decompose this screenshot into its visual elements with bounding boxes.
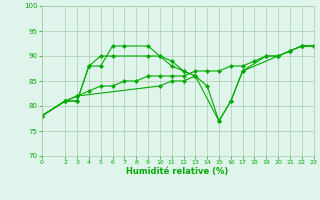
X-axis label: Humidité relative (%): Humidité relative (%) <box>126 167 229 176</box>
